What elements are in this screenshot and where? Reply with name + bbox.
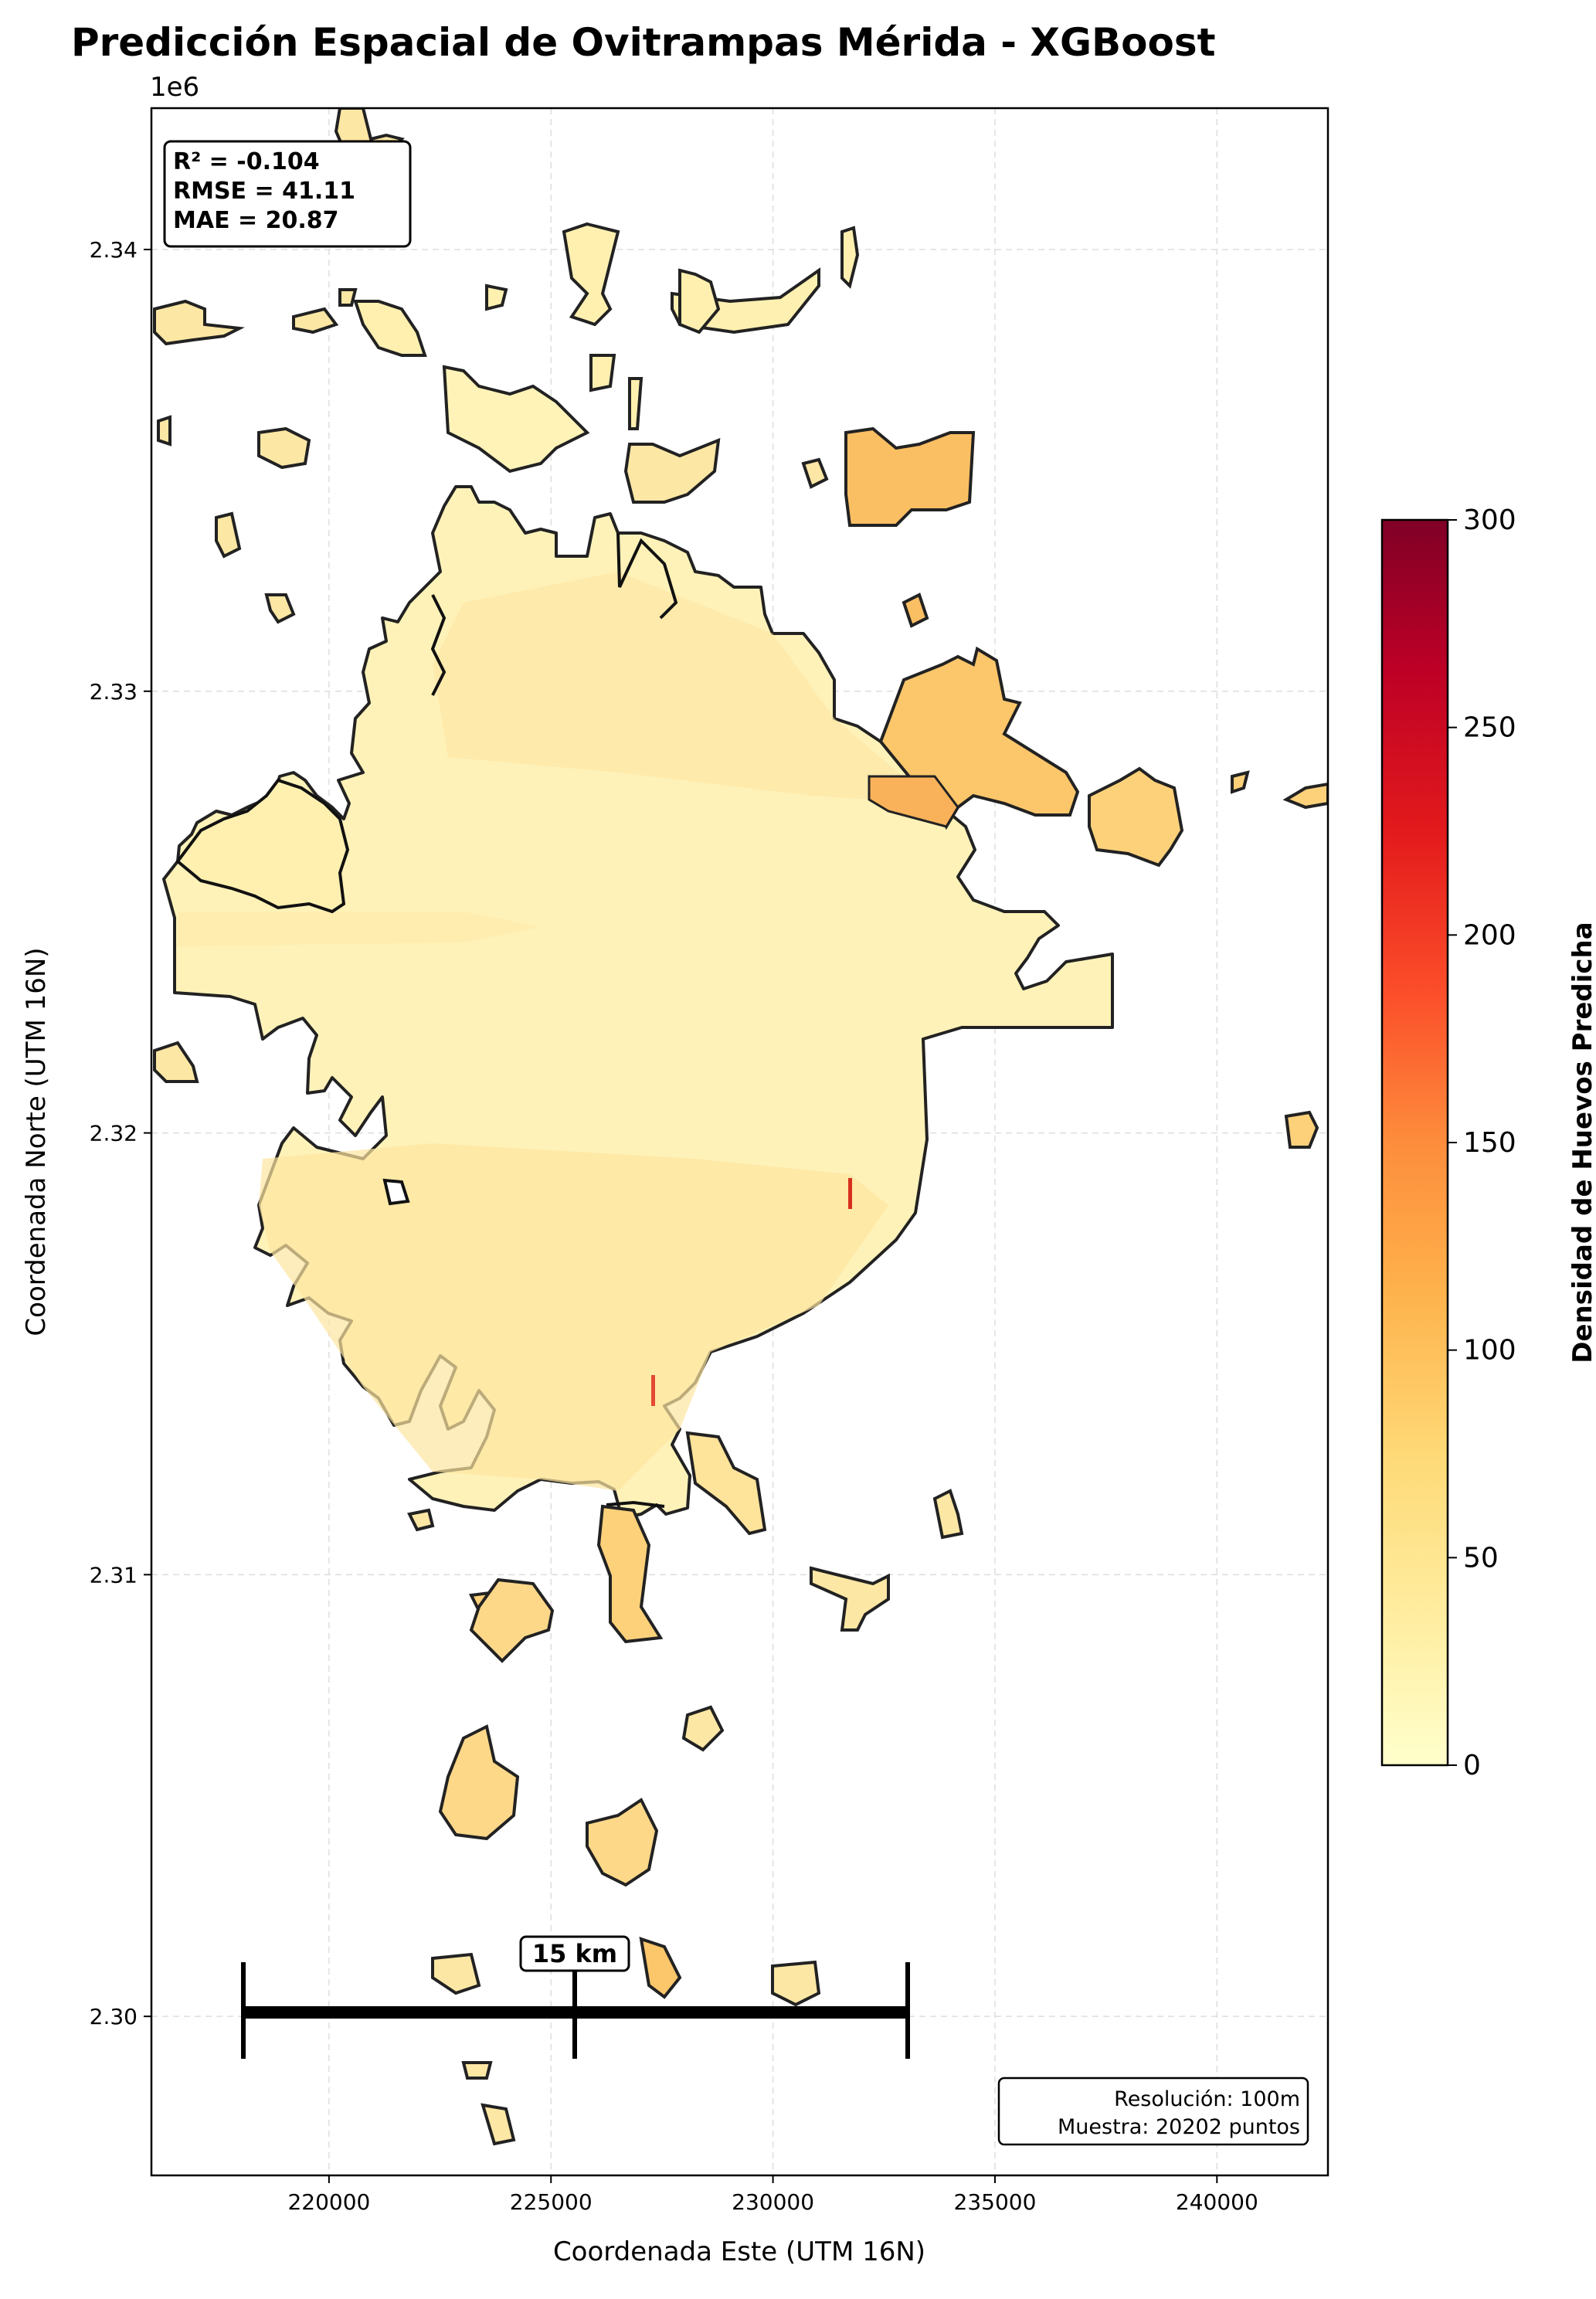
region-east-band: [868, 775, 959, 828]
colorbar-tick-label: 100: [1463, 1335, 1516, 1367]
region-nw-4: [157, 415, 171, 447]
hotspot-1: [848, 1178, 852, 1209]
region-north-9: [628, 377, 643, 430]
region-south-4: [685, 1431, 767, 1536]
y-offset-label: 1e6: [150, 72, 199, 103]
region-south-2: [469, 1577, 555, 1663]
colorbar-tick-label: 150: [1463, 1127, 1516, 1159]
region-far-east-2: [1231, 770, 1250, 794]
region-w-1: [153, 1041, 199, 1083]
y-tick-label: 2.30: [90, 2004, 138, 2029]
colorbar: 0 50 100 150 200 250 300 Densidad de Huevos Pr…: [1380, 504, 1596, 1781]
region-nw-7: [264, 593, 296, 624]
colorbar-label: Densidad de Huevos Predicha: [1567, 922, 1596, 1363]
region-north-3: [562, 222, 620, 327]
region-south-15: [480, 2103, 516, 2146]
inner-boundary-1: [616, 532, 678, 620]
region-nw-6: [215, 511, 242, 559]
colorbar-tick-label: 300: [1463, 504, 1516, 536]
y-tick-label: 2.31: [90, 1562, 138, 1588]
x-tick-label: 235000: [954, 2189, 1037, 2215]
plot-frame: [150, 107, 1329, 2177]
y-axis-ticks: 2.30 2.31 2.32 2.33 2.34: [90, 237, 151, 2029]
x-tick-label: 230000: [732, 2189, 814, 2215]
region-south-12: [639, 1937, 682, 1999]
region-north-5: [840, 226, 860, 289]
region-far-east-1: [1088, 766, 1184, 868]
region-south-10: [586, 1798, 659, 1887]
region-south-shade: [259, 1143, 888, 1491]
region-south-11: [431, 1952, 481, 1995]
region-hole-1: [382, 1178, 410, 1206]
colorbar-tick-label: 200: [1463, 919, 1516, 951]
region-south-3: [596, 1504, 664, 1644]
region-north-6: [623, 437, 721, 504]
region-nw-1: [153, 299, 245, 346]
colorbar-tick-label: 50: [1463, 1542, 1499, 1574]
x-axis-label: Coordenada Este (UTM 16N): [553, 2236, 925, 2267]
x-tick-label: 220000: [287, 2189, 370, 2215]
info-sample: Muestra: 20202 puntos: [1058, 2115, 1300, 2139]
region-south-14: [461, 2061, 493, 2080]
region-far-east-3: [1282, 782, 1328, 810]
region-east-mid: [1284, 1110, 1319, 1149]
x-tick-label: 225000: [510, 2189, 593, 2215]
colorbar-tick-label: 0: [1463, 1750, 1481, 1781]
y-tick-label: 2.33: [90, 679, 138, 705]
region-south-8: [681, 1705, 725, 1752]
inner-boundary-2: [430, 594, 447, 696]
region-north-10: [801, 457, 829, 489]
y-tick-label: 2.34: [90, 237, 138, 263]
region-south-9: [438, 1724, 520, 1841]
region-north-11: [902, 593, 929, 628]
info-resolution: Resolución: 100m: [1114, 2087, 1300, 2111]
colorbar-tick-label: 250: [1463, 712, 1516, 744]
stat-r2: R² = -0.104: [173, 148, 320, 175]
inner-boundary-3: [606, 1500, 665, 1508]
stats-box: R² = -0.104 RMSE = 41.11 MAE = 20.87: [163, 140, 412, 248]
region-north-4: [678, 268, 721, 334]
region-south-5: [810, 1566, 890, 1632]
x-axis-ticks: 220000 225000 230000 235000 240000: [287, 2175, 1258, 2215]
region-north-8: [589, 354, 616, 392]
map-layer: [153, 108, 1328, 2146]
chart-title: Predicción Espacial de Ovitrampas Mérida…: [71, 20, 1216, 65]
colorbar-ticks: 0 50 100 150 200 250 300: [1448, 504, 1516, 1781]
region-north-7: [485, 284, 508, 311]
scale-bar-label: 15 km: [532, 1939, 617, 1968]
region-north-2: [353, 300, 427, 357]
x-tick-label: 240000: [1176, 2189, 1258, 2215]
region-northeast-block: [844, 426, 976, 527]
region-north-shade: [433, 572, 935, 803]
info-box: Resolución: 100m Muestra: 20202 puntos: [997, 2077, 1309, 2146]
scale-bar: 15 km: [241, 1935, 910, 2059]
y-tick-label: 2.32: [90, 1121, 138, 1146]
region-nw-2: [292, 307, 339, 334]
stat-mae: MAE = 20.87: [173, 207, 338, 234]
region-north-1: [442, 365, 590, 474]
region-nw-5: [257, 426, 311, 470]
region-west-strip: [178, 912, 541, 946]
y-axis-label: Coordenada Norte (UTM 16N): [21, 947, 52, 1336]
region-nw-3: [338, 288, 358, 307]
region-south-6: [932, 1489, 964, 1540]
region-west-enclave: [175, 778, 350, 914]
stat-rmse: RMSE = 41.11: [173, 178, 355, 205]
region-south-7: [407, 1508, 435, 1532]
region-south-13: [771, 1960, 821, 2007]
hotspot-2: [651, 1375, 655, 1406]
colorbar-gradient: [1380, 518, 1449, 1767]
